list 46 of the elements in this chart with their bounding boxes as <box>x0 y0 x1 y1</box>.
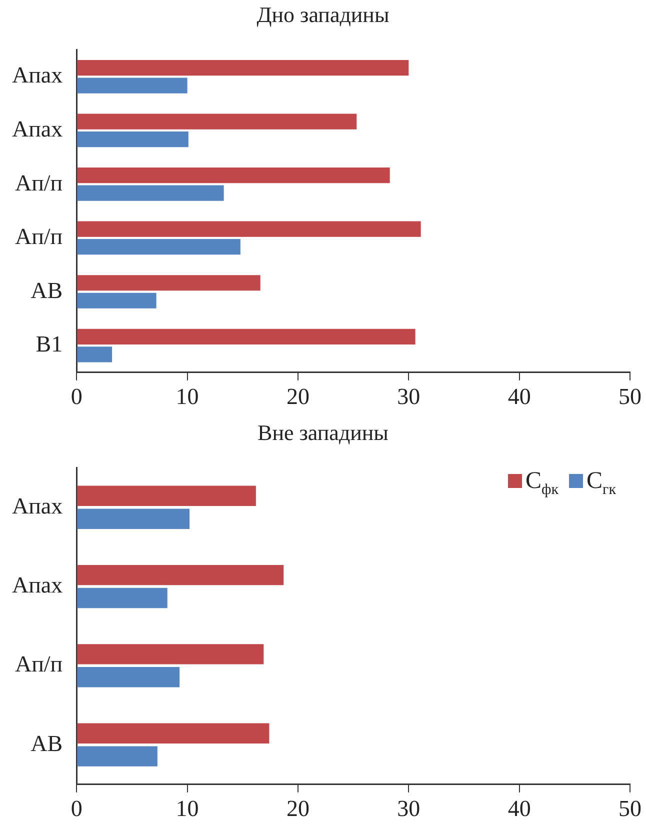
bar <box>77 221 421 237</box>
bar <box>77 723 270 744</box>
x-tick-label: 20 <box>286 384 310 410</box>
bar <box>77 239 240 255</box>
bar <box>77 78 188 94</box>
chart-title: Дно западины <box>256 1 390 29</box>
x-tick-label: 30 <box>397 384 420 410</box>
x-tick-label: 30 <box>397 796 420 822</box>
x-tick-label: 40 <box>508 384 531 410</box>
chart-title: Вне западины <box>256 419 390 447</box>
bar <box>77 132 188 148</box>
x-tick-label: 50 <box>618 796 642 822</box>
bar <box>77 486 256 506</box>
x-tick-label: 10 <box>176 796 199 822</box>
y-tick-label: Апах <box>12 572 64 598</box>
bar <box>77 346 112 362</box>
legend-label: C$_{фк}$ <box>526 468 559 498</box>
bar <box>77 328 416 344</box>
bar <box>77 588 168 608</box>
x-tick-label: 20 <box>286 796 310 822</box>
bar <box>77 168 390 184</box>
bar <box>77 185 224 201</box>
bar <box>77 667 180 688</box>
legend-label: C$_{гк}$ <box>586 468 616 498</box>
bar <box>77 60 409 76</box>
y-tick-label: АВ <box>30 730 63 756</box>
y-tick-label: Апах <box>12 493 64 518</box>
bar <box>77 292 156 308</box>
y-tick-label: Ап/п <box>15 170 63 196</box>
x-tick-label: 10 <box>176 384 199 410</box>
x-tick-label: 0 <box>70 796 82 822</box>
y-tick-label: Апах <box>12 62 64 88</box>
y-tick-label: Ап/п <box>15 224 63 250</box>
y-tick-label: Апах <box>12 116 64 142</box>
bar <box>77 114 357 130</box>
x-tick-label: 0 <box>70 384 82 410</box>
y-tick-label: Ап/п <box>15 652 63 677</box>
y-tick-label: В1 <box>36 332 63 357</box>
y-tick-label: АВ <box>30 278 63 303</box>
bar <box>77 644 264 664</box>
x-tick-label: 50 <box>618 384 642 410</box>
bar <box>77 746 158 766</box>
bar <box>77 275 260 291</box>
x-tick-label: 40 <box>508 796 531 822</box>
bar <box>77 508 190 529</box>
bar <box>77 564 284 586</box>
